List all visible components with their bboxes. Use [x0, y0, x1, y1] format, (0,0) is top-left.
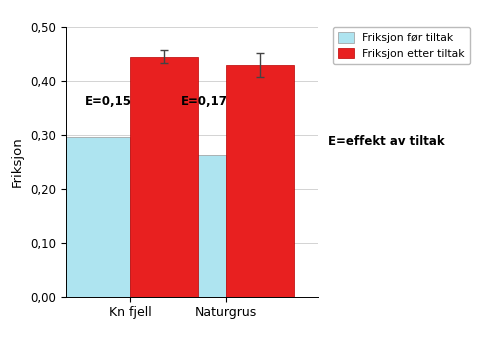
Text: E=0,15: E=0,15	[85, 95, 132, 108]
Bar	[131, 57, 198, 297]
Y-axis label: Friksjon: Friksjon	[11, 136, 24, 187]
Bar	[159, 155, 226, 297]
Legend: Friksjon før tiltak, Friksjon etter tiltak: Friksjon før tiltak, Friksjon etter tilt…	[333, 27, 470, 64]
Bar	[63, 137, 131, 297]
Text: E=effekt av tiltak: E=effekt av tiltak	[328, 135, 444, 148]
Bar	[226, 65, 293, 297]
Text: E=0,17: E=0,17	[181, 95, 228, 108]
